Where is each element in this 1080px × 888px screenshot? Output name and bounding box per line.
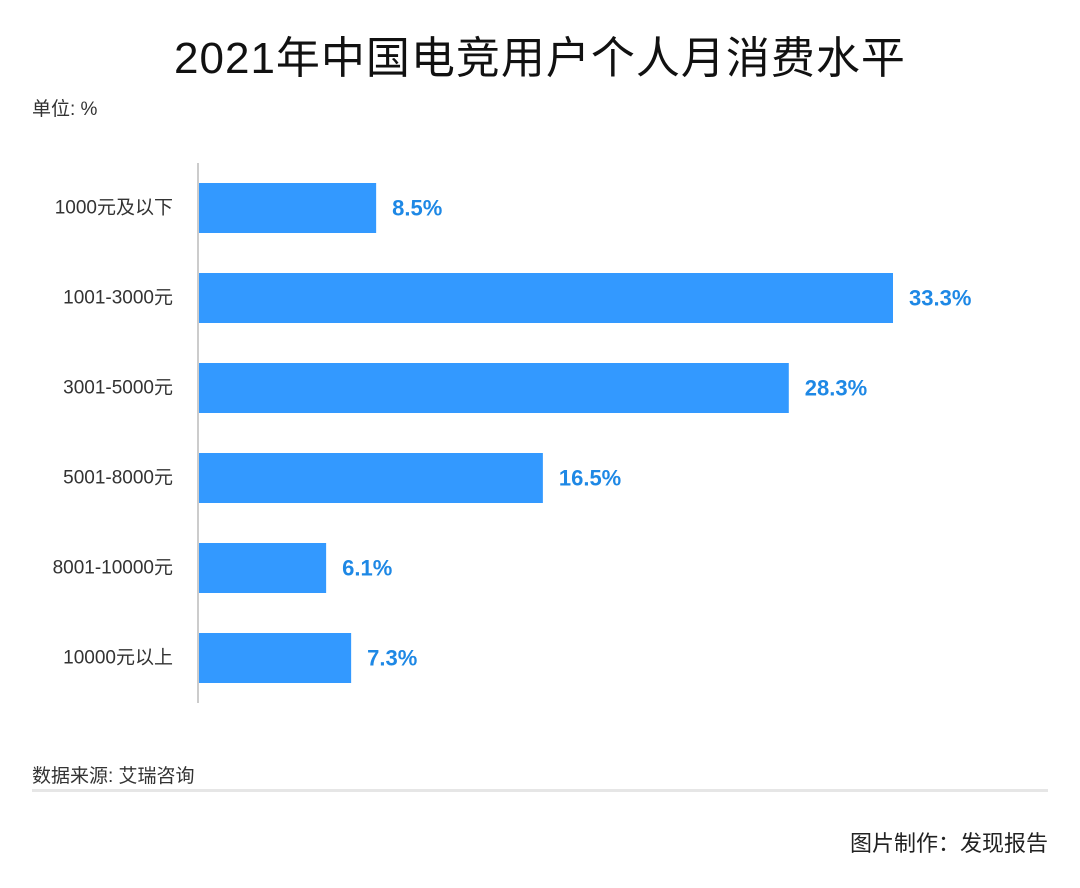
bar	[199, 273, 893, 323]
category-label: 1001-3000元	[63, 288, 173, 309]
category-label: 3001-5000元	[63, 378, 173, 399]
bar	[199, 543, 327, 593]
value-label: 6.1%	[342, 556, 392, 581]
image-credit: 图片制作：发现报告	[849, 831, 1048, 856]
value-label: 28.3%	[805, 376, 867, 401]
category-label: 8001-10000元	[53, 558, 173, 579]
category-label: 1000元及以下	[55, 198, 173, 219]
bar	[199, 633, 352, 683]
footer-divider	[32, 789, 1048, 792]
chart-title: 2021年中国电竞用户个人月消费水平	[174, 34, 906, 83]
category-label: 5001-8000元	[63, 468, 173, 489]
bar	[199, 363, 789, 413]
source-note: 数据来源: 艾瑞咨询	[32, 766, 195, 787]
category-label: 10000元以上	[63, 647, 173, 669]
bars-layer: 1000元及以下 8.5% 1001-3000元 33.3% 3001-5000元 28.…	[53, 163, 971, 703]
value-label: 7.3%	[367, 646, 417, 671]
bar-chart: 1000元及以下 8.5% 1001-3000元 33.3% 3001-5000元 28.…	[53, 163, 971, 703]
unit-label: 单位: %	[32, 99, 98, 120]
value-label: 33.3%	[909, 286, 971, 311]
value-label: 16.5%	[559, 466, 621, 491]
bar	[199, 183, 377, 233]
bar	[199, 453, 543, 503]
value-label: 8.5%	[392, 196, 442, 221]
